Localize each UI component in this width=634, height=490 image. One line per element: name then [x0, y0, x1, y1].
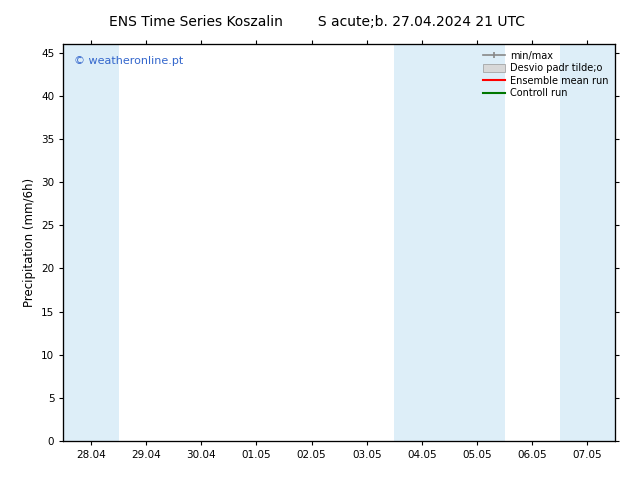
Y-axis label: Precipitation (mm/6h): Precipitation (mm/6h)	[23, 178, 36, 307]
Bar	[394, 44, 505, 441]
Text: ENS Time Series Koszalin        S acute;b. 27.04.2024 21 UTC: ENS Time Series Koszalin S acute;b. 27.0…	[109, 15, 525, 29]
Text: © weatheronline.pt: © weatheronline.pt	[74, 56, 184, 66]
Bar	[63, 44, 119, 441]
Legend: min/max, Desvio padr tilde;o, Ensemble mean run, Controll run: min/max, Desvio padr tilde;o, Ensemble m…	[481, 49, 610, 100]
Bar	[560, 44, 615, 441]
